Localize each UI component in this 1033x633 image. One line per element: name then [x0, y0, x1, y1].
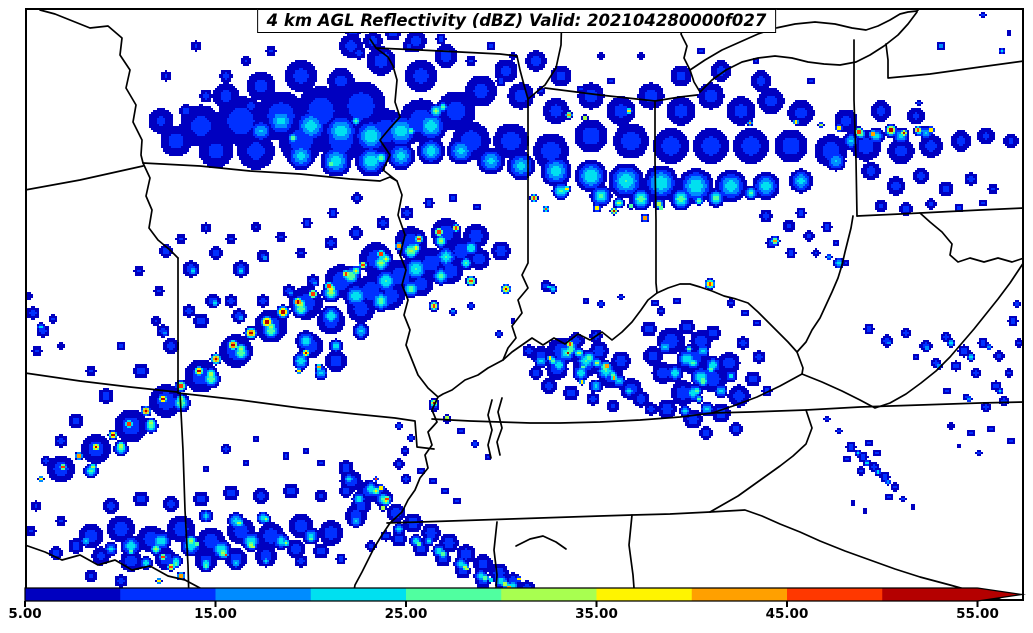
colorbar-tick-label: 5.00 [8, 606, 42, 622]
colorbar-tick-label: 45.00 [765, 606, 809, 622]
colorbar-tick-label: 25.00 [384, 606, 428, 622]
colorbar-tick-label: 55.00 [956, 606, 999, 622]
colorbar-tick-label: 15.00 [194, 606, 237, 622]
map-title: 4 km AGL Reflectivity (dBZ) Valid: 20210… [256, 9, 777, 33]
colorbar-tick-label: 35.00 [575, 606, 618, 622]
